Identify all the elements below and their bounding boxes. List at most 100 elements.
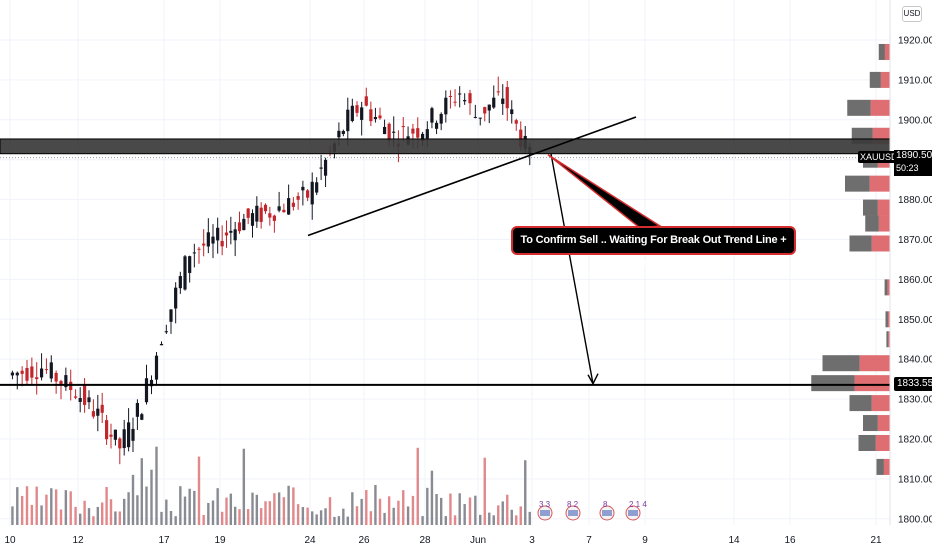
- candle: [10, 370, 15, 380]
- candle: [514, 118, 518, 131]
- volume-bar: [11, 506, 14, 525]
- candle: [164, 324, 168, 335]
- candle-body: [378, 115, 382, 119]
- event-marker[interactable]: 2 1 4: [629, 500, 647, 509]
- candle: [369, 101, 373, 127]
- volume-bar: [145, 486, 148, 525]
- candle-body: [109, 434, 113, 437]
- volume-bar: [45, 494, 48, 525]
- volume-profile-bar: [880, 71, 890, 88]
- event-marker[interactable]: 8 2: [567, 500, 579, 509]
- candle-body: [350, 105, 354, 121]
- volume-bar: [174, 516, 177, 525]
- volume-bar: [123, 498, 126, 525]
- candle: [242, 213, 246, 231]
- volume-profile-bar: [863, 415, 878, 432]
- annotation-callout[interactable]: To Confirm Sell .. Waiting For Break Out…: [511, 226, 796, 271]
- candle: [430, 106, 434, 129]
- candle: [131, 417, 135, 452]
- candle: [224, 220, 229, 248]
- volume-bar: [453, 515, 457, 525]
- event-marker[interactable]: 3 3: [539, 500, 551, 509]
- candle: [458, 86, 462, 108]
- event-flag-icon: [568, 510, 578, 516]
- candle-body: [113, 429, 117, 440]
- volume-bar: [282, 497, 286, 525]
- volume-bar: [328, 497, 332, 525]
- candle: [246, 207, 250, 225]
- volume-profile-bar: [869, 175, 890, 192]
- volume-profile-bar: [845, 175, 870, 192]
- candle-body: [434, 122, 439, 129]
- candle-body: [458, 93, 462, 95]
- volume-bar: [268, 501, 272, 525]
- volume-profile-bar: [849, 235, 872, 252]
- volume-profile-bar: [847, 99, 871, 116]
- candle: [183, 254, 187, 291]
- candle: [364, 87, 368, 107]
- candle-body: [505, 87, 509, 109]
- currency-button[interactable]: USD: [902, 6, 922, 22]
- candle-body: [206, 232, 210, 247]
- price-tick: 1880.000: [898, 195, 932, 206]
- candle: [319, 154, 323, 180]
- candle-body: [105, 420, 109, 440]
- volume-profile-bar: [865, 215, 879, 232]
- candle-body: [255, 205, 259, 222]
- volume-bar: [165, 499, 168, 525]
- candle: [154, 351, 159, 385]
- time-tick: 21: [870, 535, 882, 546]
- volume-profile-bar: [883, 458, 890, 475]
- candle-body: [430, 108, 434, 123]
- candle: [20, 366, 24, 387]
- candle: [378, 107, 382, 120]
- time-tick: 12: [72, 535, 84, 546]
- volume-bar: [30, 504, 34, 525]
- volume-bar: [54, 489, 58, 525]
- candle-body: [263, 204, 268, 212]
- volume-bar: [183, 496, 187, 525]
- candle: [159, 341, 164, 346]
- chart-drawings: [0, 116, 891, 521]
- candle-body: [346, 109, 350, 132]
- candle-body: [144, 378, 149, 403]
- event-marker[interactable]: 8: [603, 500, 608, 509]
- candle-body: [49, 362, 53, 379]
- candle-body: [282, 209, 286, 213]
- candle-body: [492, 97, 496, 108]
- candle: [192, 243, 196, 268]
- volume-bar: [421, 516, 424, 525]
- volume-bar: [426, 487, 429, 525]
- volume-profile-bar: [876, 458, 884, 475]
- time-axis: 10 12 17 19 24 26 28 Jun 3 7 9 14 16 21: [4, 535, 882, 546]
- candle: [355, 101, 359, 117]
- candle-body: [401, 126, 405, 128]
- volume-bar: [468, 497, 472, 525]
- candle-body: [501, 98, 505, 104]
- candle-body: [59, 380, 63, 385]
- candle: [310, 172, 314, 220]
- candle-body: [10, 372, 15, 376]
- candle-body: [453, 101, 457, 103]
- event-flag-icon: [602, 510, 612, 516]
- candle-body: [473, 116, 477, 118]
- candle-body: [237, 222, 242, 232]
- volume-bar: [369, 511, 373, 525]
- candle-body: [296, 196, 300, 200]
- candle-body: [211, 236, 215, 244]
- volume-bar: [392, 507, 395, 525]
- volume-bar: [506, 494, 509, 525]
- volume-bar: [136, 495, 139, 525]
- candle: [96, 394, 100, 432]
- volume-bar: [69, 491, 72, 525]
- candle-body: [341, 130, 345, 135]
- candlestick-series: [10, 76, 532, 465]
- last-price-value: 1890.505: [896, 150, 932, 161]
- volume-bar: [315, 514, 318, 525]
- candle-body: [360, 107, 364, 120]
- candle-body: [44, 369, 49, 371]
- candle-body: [291, 202, 295, 207]
- volume-profile-bar: [886, 331, 889, 348]
- candle: [122, 419, 126, 456]
